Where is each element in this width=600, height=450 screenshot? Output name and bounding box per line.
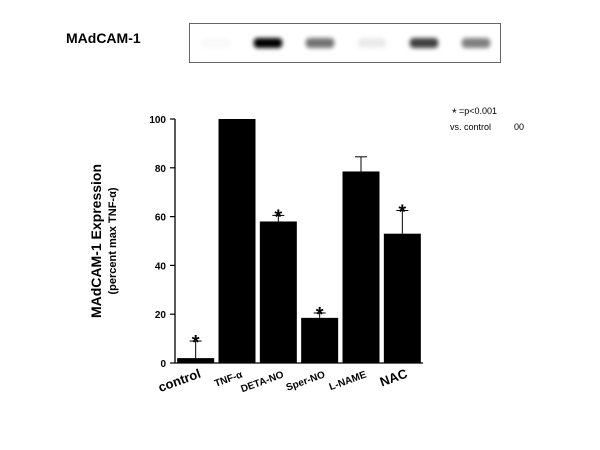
bar: [383, 233, 421, 363]
y-tick-label: 20: [155, 310, 167, 321]
y-axis-title: MAdCAM-1 Expression: [88, 164, 104, 318]
x-tick-label: Sper-NO: [285, 369, 327, 393]
y-tick-label: 100: [149, 115, 166, 126]
annotation-line2-suffix: 00: [514, 122, 524, 132]
western-blot: [189, 23, 501, 63]
y-tick-label: 80: [155, 164, 167, 175]
blot-band: [461, 38, 491, 48]
significance-annotation: * =p<0.001 vs. control 00: [450, 106, 524, 132]
blot-band: [305, 38, 335, 48]
bars: [177, 119, 421, 363]
annotation-line2: vs. control: [450, 122, 491, 132]
western-blot-bands: [253, 38, 491, 48]
blot-band: [253, 38, 283, 48]
y-axis-label: MAdCAM-1 Expression (percent max TNF-α): [88, 164, 119, 318]
bar: [259, 221, 297, 363]
significance-star: *: [316, 304, 324, 326]
blot-band: [357, 38, 387, 48]
significance-star: *: [192, 332, 200, 354]
blot-band: [409, 38, 439, 48]
axes: [174, 119, 423, 364]
y-tick-label: 60: [155, 213, 167, 224]
x-tick-label: control: [156, 366, 203, 395]
annotation-star: *: [452, 106, 457, 120]
x-tick-label: L-NAME: [328, 369, 369, 393]
x-tick-label: DETA-NO: [239, 369, 285, 395]
y-tick-label: 40: [155, 261, 167, 272]
bar: [342, 171, 380, 363]
significance-star: *: [398, 202, 406, 224]
blot-label: MAdCAM-1: [66, 30, 141, 46]
bar: [301, 317, 339, 363]
y-tick-label: 0: [160, 359, 166, 370]
bar: [218, 119, 256, 363]
significance-markers: * * * *: [192, 202, 407, 355]
x-tick-label: NAC: [378, 366, 410, 390]
y-axis-subtitle: (percent max TNF-α): [107, 187, 119, 294]
error-bars: [189, 156, 409, 359]
annotation-line1: =p<0.001: [459, 106, 497, 116]
significance-star: *: [274, 206, 282, 228]
bar: [177, 358, 215, 363]
y-ticks: 0 20 40 60 80 100: [149, 115, 175, 370]
